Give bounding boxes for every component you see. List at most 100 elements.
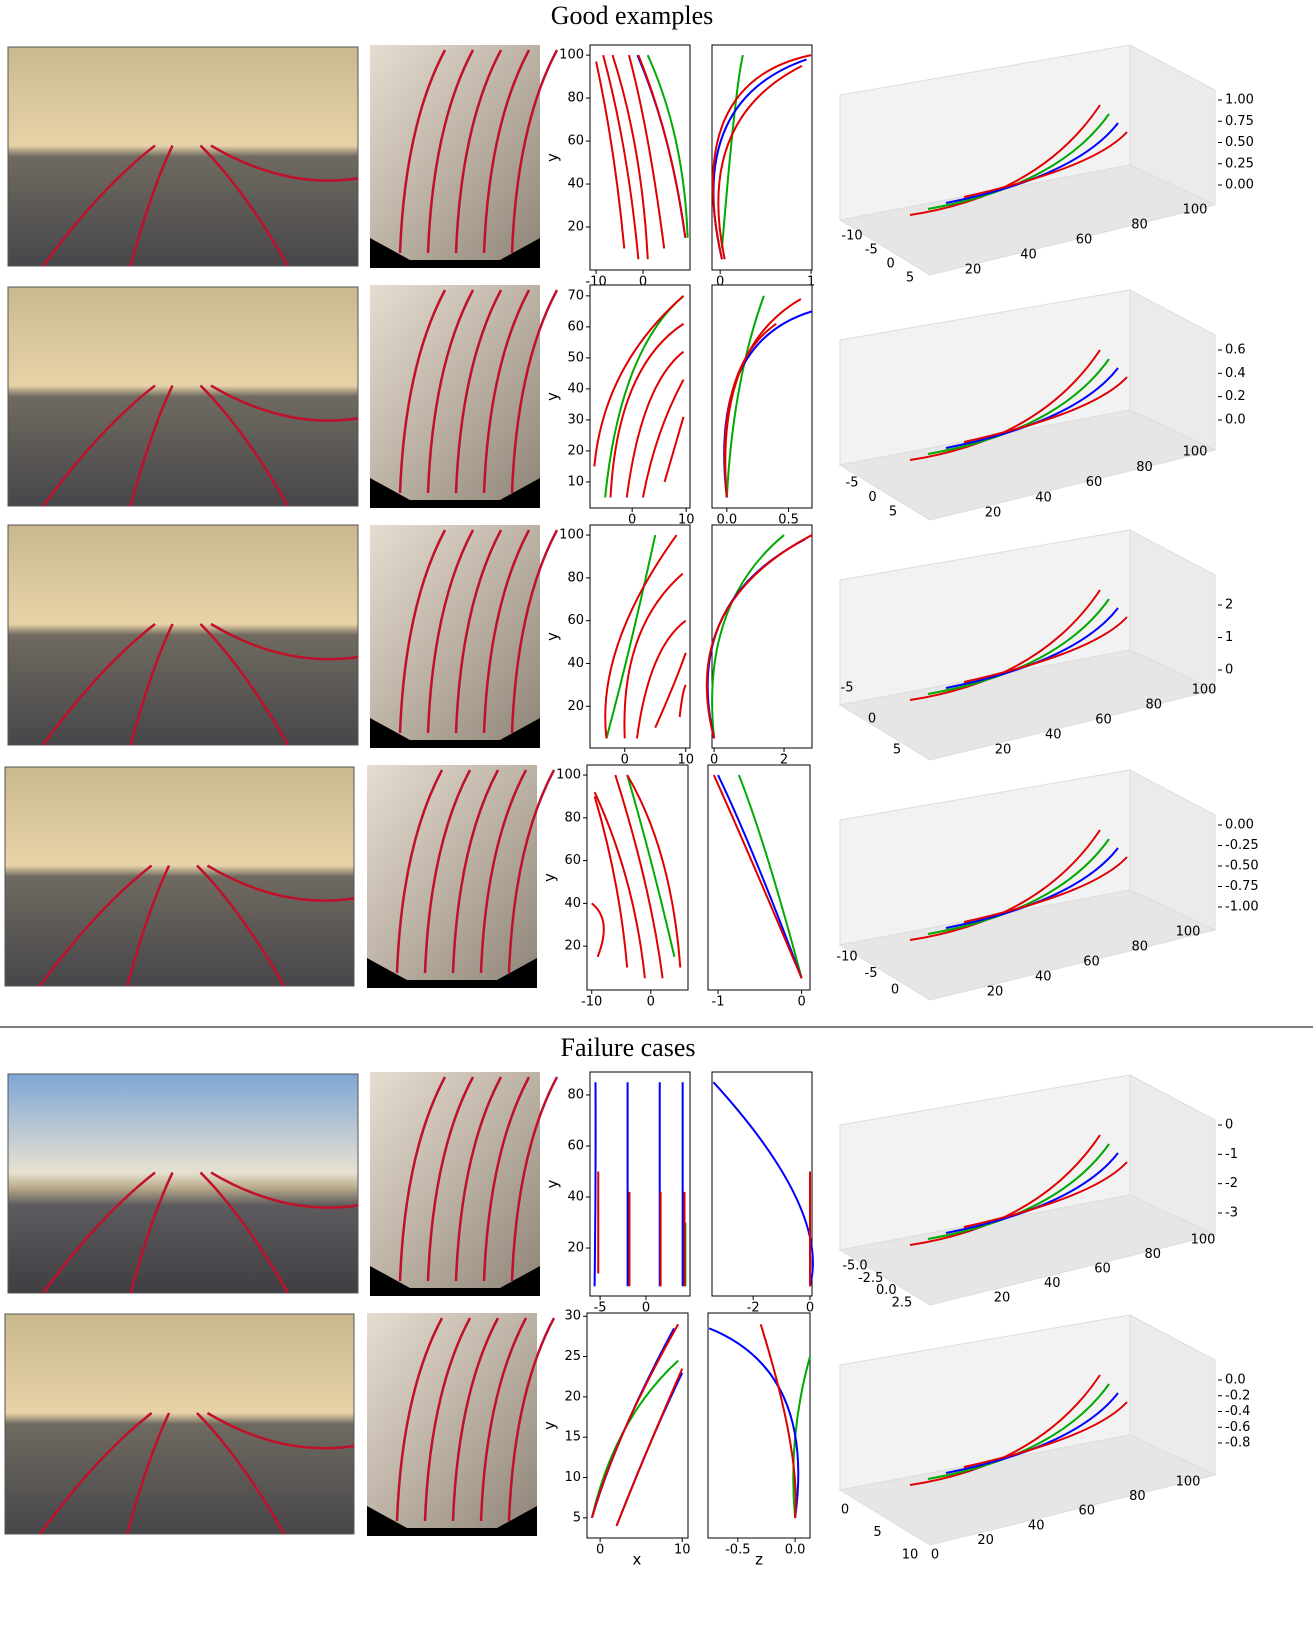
z-tick-label: 0.75 — [1225, 114, 1254, 129]
z-tick-label: -3 — [1225, 1206, 1238, 1221]
lane-curve — [761, 1324, 796, 1518]
z-tick-label: -1.00 — [1225, 900, 1259, 915]
z-tick-label: 0.00 — [1225, 818, 1254, 833]
lane-curve — [592, 1328, 674, 1518]
y-axis-label: y — [541, 1421, 559, 1430]
lateral-tick-label: 0 — [891, 983, 899, 998]
x-tick-label: -1 — [712, 995, 725, 1010]
y-tick-label: 20 — [564, 939, 581, 954]
z-tick-label: 0.4 — [1225, 366, 1246, 381]
depth-tick-label: 80 — [1145, 698, 1162, 713]
x-tick-label: 10 — [674, 1543, 691, 1558]
lane-curve — [627, 775, 674, 957]
depth-tick-label: 60 — [1094, 1262, 1111, 1277]
lane-curve — [680, 685, 686, 717]
depth-tick-label: 20 — [977, 1533, 994, 1548]
lane-curve — [713, 55, 811, 259]
lane-curve — [638, 55, 685, 238]
x-axis-label: x — [633, 1551, 642, 1569]
depth-tick-label: 80 — [1136, 460, 1153, 475]
depth-tick-label: 40 — [1035, 490, 1052, 505]
depth-tick-label: 60 — [1076, 233, 1093, 248]
lane-curve — [624, 574, 682, 739]
y-tick-label: 10 — [567, 474, 584, 489]
z-tick-label: 0.00 — [1225, 178, 1254, 193]
plot-frame — [712, 45, 812, 270]
z-tick-label: -0.25 — [1225, 838, 1259, 853]
y-axis-label: y — [544, 632, 562, 641]
depth-tick-label: 40 — [1045, 728, 1062, 743]
y-tick-label: 10 — [564, 1470, 581, 1485]
x-tick-label: 0 — [639, 275, 647, 290]
y-tick-label: 80 — [564, 810, 581, 825]
z-tick-label: -0.8 — [1225, 1436, 1250, 1451]
lane-curve — [605, 296, 683, 498]
y-tick-label: 5 — [573, 1510, 581, 1525]
x-tick-label: 1 — [807, 275, 815, 290]
lateral-tick-label: 10 — [902, 1548, 919, 1563]
lane-curve — [592, 1324, 678, 1518]
lateral-tick-label: -5 — [841, 681, 854, 696]
section-title: Good examples — [551, 1, 713, 30]
x-tick-label: 0.0 — [785, 1543, 806, 1558]
y-tick-label: 100 — [556, 768, 581, 783]
y-tick-label: 100 — [559, 528, 584, 543]
lateral-tick-label: 5 — [889, 505, 897, 520]
figure: Good examples Failure cases x z -1002040… — [0, 0, 1313, 1634]
y-tick-label: 30 — [567, 412, 584, 427]
lane-curve — [592, 903, 604, 956]
lane-curve — [713, 1082, 812, 1286]
lane-curve — [596, 62, 624, 249]
lane-curve — [725, 324, 776, 498]
y-tick-label: 40 — [564, 896, 581, 911]
depth-tick-label: 60 — [1083, 955, 1100, 970]
y-tick-label: 20 — [567, 443, 584, 458]
plot-frame — [587, 1313, 688, 1538]
lane-curve — [595, 1082, 596, 1286]
depth-tick-label: 80 — [1131, 218, 1148, 233]
depth-tick-label: 100 — [1191, 1233, 1216, 1248]
y-tick-label: 50 — [567, 350, 584, 365]
y-tick-label: 25 — [564, 1349, 581, 1364]
lateral-tick-label: 0 — [841, 1503, 849, 1518]
z-tick-label: 0 — [1225, 1118, 1233, 1133]
x-tick-label: 0 — [797, 995, 805, 1010]
camera-image — [5, 767, 354, 986]
depth-tick-label: 80 — [1144, 1247, 1161, 1262]
x-tick-label: 0 — [647, 995, 655, 1010]
x-tick-label: -0.5 — [725, 1543, 750, 1558]
depth-tick-label: 40 — [1020, 248, 1037, 263]
x-tick-label: 0 — [716, 275, 724, 290]
lateral-tick-label: 5 — [906, 271, 914, 286]
plot-frame — [712, 1072, 812, 1296]
lane-curve — [637, 621, 686, 739]
z-tick-label: -1 — [1225, 1147, 1238, 1162]
lateral-tick-label: -5 — [846, 476, 859, 491]
y-tick-label: 70 — [567, 288, 584, 303]
z-tick-label: 0 — [1225, 663, 1233, 678]
y-tick-label: 60 — [567, 134, 584, 149]
lateral-tick-label: 0 — [887, 257, 895, 272]
lane-curve — [714, 775, 802, 978]
plot-frame — [590, 1072, 690, 1296]
lane-curve — [627, 352, 684, 498]
lane-curve — [595, 796, 627, 967]
depth-tick-label: 0 — [931, 1548, 939, 1563]
lateral-tick-label: 2.5 — [892, 1296, 913, 1311]
plot-frame — [712, 285, 812, 508]
y-tick-label: 40 — [567, 1190, 584, 1205]
lateral-tick-label: -5 — [865, 243, 878, 258]
y-tick-label: 60 — [567, 1138, 584, 1153]
lane-curve — [707, 535, 812, 738]
camera-image — [8, 525, 358, 745]
z-tick-label: -0.2 — [1225, 1388, 1250, 1403]
y-axis-label: y — [544, 392, 562, 401]
z-tick-label: 0.2 — [1225, 389, 1246, 404]
y-axis-label: y — [544, 153, 562, 162]
section-title: Failure cases — [560, 1033, 695, 1062]
lateral-tick-label: 0 — [868, 490, 876, 505]
x-tick-label: 0 — [596, 1543, 604, 1558]
y-tick-label: 80 — [567, 570, 584, 585]
lateral-tick-label: -5 — [865, 966, 878, 981]
depth-tick-label: 60 — [1095, 713, 1112, 728]
